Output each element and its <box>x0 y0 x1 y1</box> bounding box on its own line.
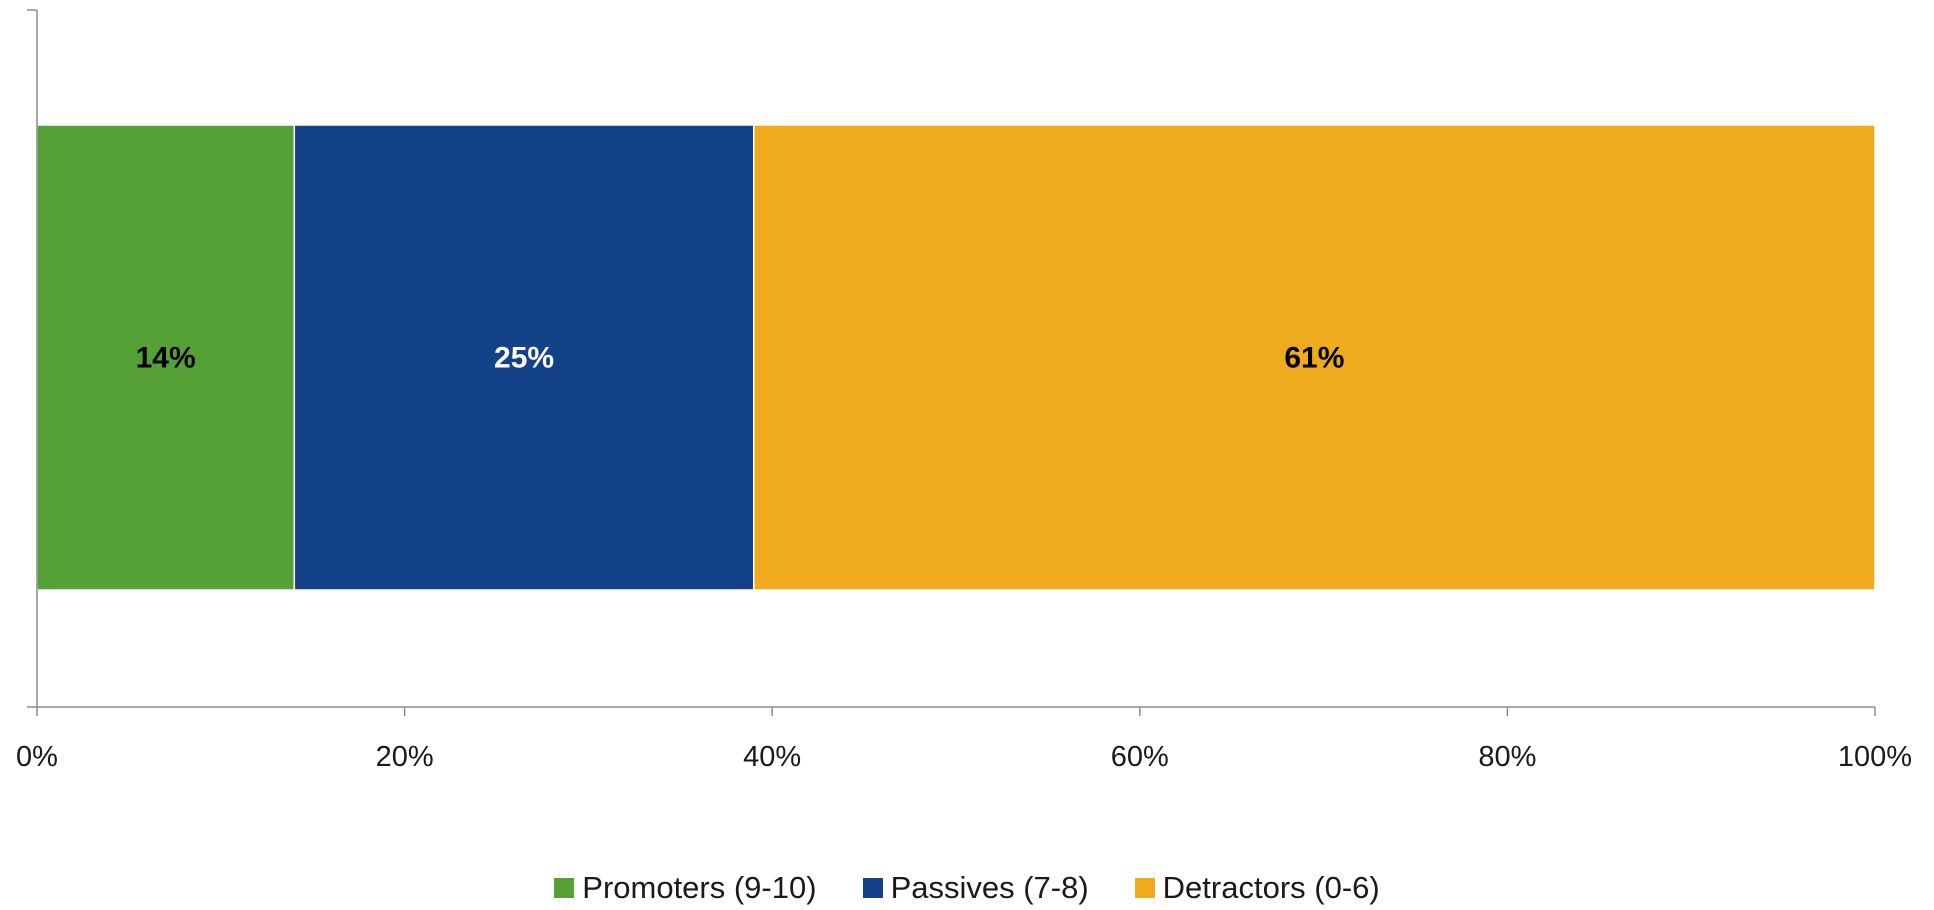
legend-swatch-passives <box>862 878 883 898</box>
legend-label-promoters: Promoters (9-10) <box>582 870 817 905</box>
x-tick-label: 100% <box>1838 741 1912 773</box>
legend-label-detractors: Detractors (0-6) <box>1162 870 1380 905</box>
legend-item-passives: Passives (7-8) <box>862 870 1089 906</box>
x-tick-label: 60% <box>1111 741 1169 773</box>
legend-item-promoters: Promoters (9-10) <box>554 870 817 906</box>
x-tick-label: 40% <box>743 741 801 773</box>
data-label-detractors: 61% <box>1284 342 1344 375</box>
legend-swatch-detractors <box>1134 878 1155 898</box>
data-label-promoters: 14% <box>136 342 196 375</box>
bar-detractors <box>753 124 1876 591</box>
bar-promoters <box>36 124 296 591</box>
bar-passives <box>293 124 755 591</box>
legend-swatch-promoters <box>554 878 575 898</box>
x-tick-label: 0% <box>16 741 58 773</box>
legend-label-passives: Passives (7-8) <box>890 870 1089 905</box>
x-tick-label: 80% <box>1478 741 1536 773</box>
legend-item-detractors: Detractors (0-6) <box>1134 870 1380 906</box>
data-label-passives: 25% <box>494 342 554 375</box>
legend: Promoters (9-10) Passives (7-8) Detracto… <box>0 870 1934 906</box>
x-tick-label: 20% <box>376 741 434 773</box>
